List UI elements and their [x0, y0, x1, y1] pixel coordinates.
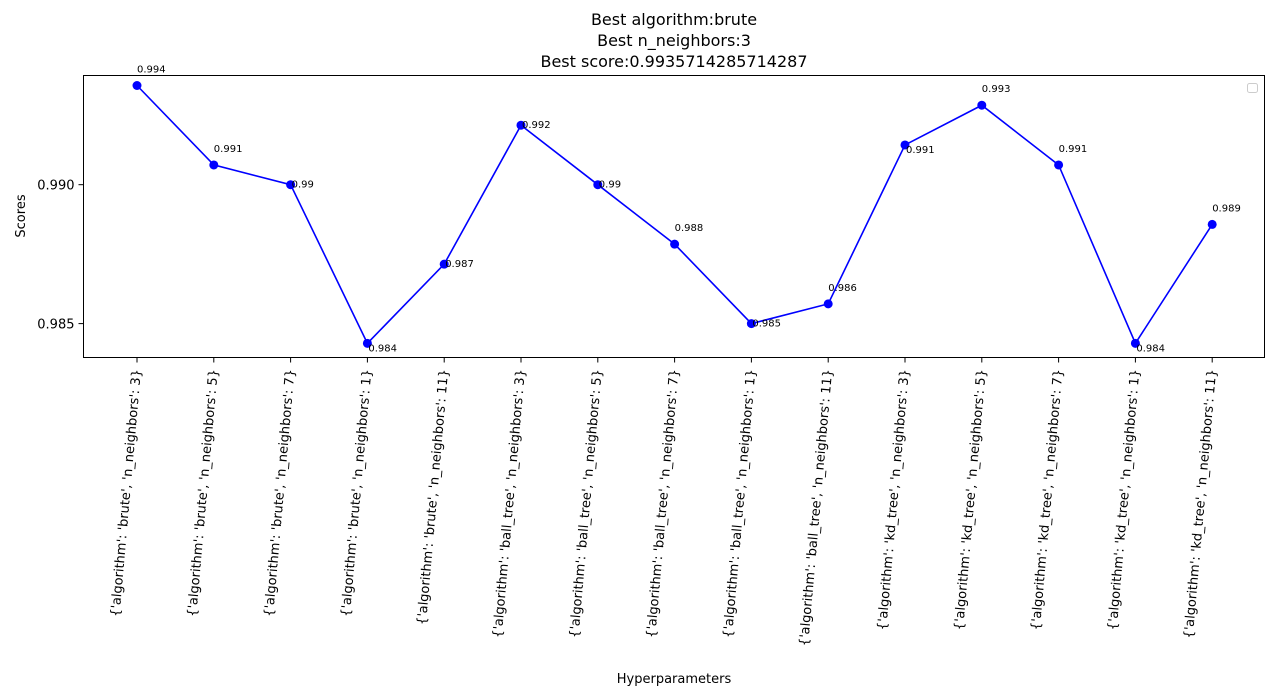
data-point [593, 180, 603, 190]
data-point [516, 120, 526, 130]
x-tick-label: {'algorithm': 'kd_tree', 'n_neighbors': … [1029, 369, 1067, 631]
data-label: 0.984 [368, 343, 397, 354]
data-label: 0.985 [752, 319, 781, 330]
data-label: 0.993 [982, 84, 1011, 95]
data-label: 0.986 [828, 283, 857, 294]
data-point [977, 100, 987, 110]
legend-box [1247, 83, 1258, 93]
x-tick-label: {'algorithm': 'brute', 'n_neighbors': 7} [262, 369, 299, 618]
data-point [900, 140, 910, 150]
x-tick-label: {'algorithm': 'kd_tree', 'n_neighbors': … [1106, 369, 1144, 631]
x-axis: {'algorithm': 'brute', 'n_neighbors': 3}… [108, 357, 1221, 647]
x-tick-label: {'algorithm': 'kd_tree', 'n_neighbors': … [952, 369, 990, 631]
data-labels: 0.994 0.991 0.99 0.984 0.987 0.992 0.99 0.988 0.… [137, 65, 1241, 355]
data-point [670, 239, 680, 249]
data-point [286, 180, 296, 190]
x-tick-label: {'algorithm': 'kd_tree', 'n_neighbors': … [875, 369, 913, 631]
data-point [132, 81, 142, 91]
x-tick-label: {'algorithm': 'ball_tree', 'n_neighbors'… [721, 369, 759, 639]
data-label: 0.991 [1059, 144, 1088, 155]
data-point [439, 259, 449, 269]
chart-title-line-3: Best score:0.9935714285714287 [540, 52, 807, 71]
data-label: 0.991 [906, 145, 935, 156]
data-point [1054, 160, 1064, 170]
data-label: 0.994 [137, 65, 166, 76]
chart-title: Best algorithm:brute Best n_neighbors:3 … [540, 10, 807, 71]
x-tick-label: {'algorithm': 'brute', 'n_neighbors': 11… [415, 369, 452, 626]
x-tick-label: {'algorithm': 'brute', 'n_neighbors': 1} [339, 369, 376, 618]
series-scores [132, 81, 1217, 348]
x-tick-label: {'algorithm': 'ball_tree', 'n_neighbors'… [644, 369, 682, 639]
data-point [823, 299, 833, 309]
data-label: 0.989 [1212, 203, 1241, 214]
data-label: 0.991 [214, 144, 243, 155]
x-tick-label: {'algorithm': 'brute', 'n_neighbors': 3} [108, 369, 145, 618]
data-point [362, 338, 372, 348]
data-point [209, 160, 219, 170]
y-axis-label: Scores [14, 194, 29, 237]
data-label: 0.987 [445, 259, 474, 270]
data-label: 0.988 [675, 223, 704, 234]
plot-area [83, 75, 1265, 358]
x-tick-label: {'algorithm': 'ball_tree', 'n_neighbors'… [491, 369, 529, 639]
y-tick-label: 0.985 [37, 318, 74, 333]
x-tick-label: {'algorithm': 'brute', 'n_neighbors': 5} [185, 369, 222, 618]
data-point [746, 319, 756, 329]
data-label: 0.99 [599, 180, 621, 191]
data-point [1207, 219, 1217, 229]
x-axis-label: Hyperparameters [617, 672, 732, 687]
series-line [136, 84, 1213, 346]
x-tick-label: {'algorithm': 'kd_tree', 'n_neighbors': … [1182, 369, 1221, 640]
chart-title-line-1: Best algorithm:brute [591, 10, 757, 29]
data-label: 0.984 [1136, 343, 1165, 354]
y-axis: 0.985 0.990 [37, 179, 84, 333]
data-point [1130, 338, 1140, 348]
chart-title-line-2: Best n_neighbors:3 [597, 31, 751, 51]
y-tick-label: 0.990 [37, 179, 74, 194]
data-label: 0.99 [292, 180, 314, 191]
x-tick-label: {'algorithm': 'ball_tree', 'n_neighbors'… [567, 369, 605, 639]
x-tick-label: {'algorithm': 'ball_tree', 'n_neighbors'… [797, 369, 836, 647]
data-label: 0.992 [522, 120, 551, 131]
